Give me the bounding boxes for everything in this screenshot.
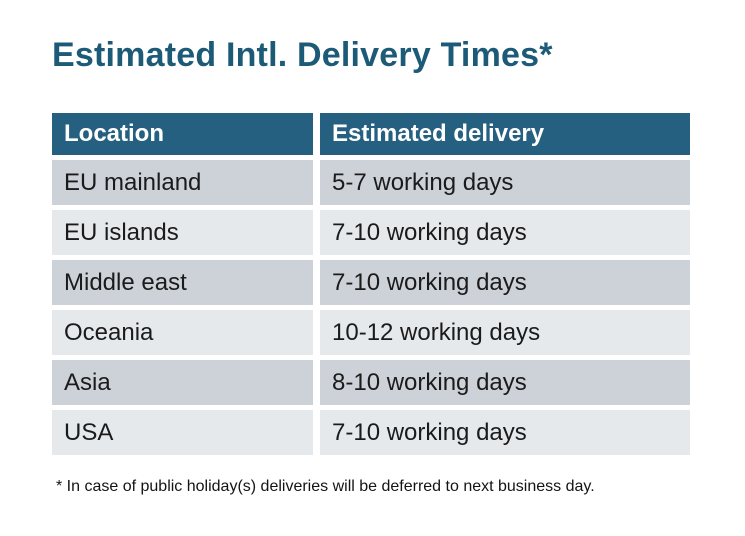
table-cell-delivery: 10-12 working days bbox=[320, 310, 690, 355]
table-cell-delivery: 8-10 working days bbox=[320, 360, 690, 405]
page-title: Estimated Intl. Delivery Times* bbox=[52, 36, 553, 74]
delivery-times-table: Location Estimated delivery EU mainland … bbox=[52, 113, 690, 455]
table-cell-location: EU islands bbox=[52, 210, 313, 255]
table-cell-location: Asia bbox=[52, 360, 313, 405]
table-cell-delivery: 7-10 working days bbox=[320, 410, 690, 455]
table-cell-location: USA bbox=[52, 410, 313, 455]
table-cell-location: Middle east bbox=[52, 260, 313, 305]
table-cell-delivery: 7-10 working days bbox=[320, 260, 690, 305]
column-header-estimated-delivery: Estimated delivery bbox=[320, 113, 690, 155]
table-cell-location: Oceania bbox=[52, 310, 313, 355]
footnote: * In case of public holiday(s) deliverie… bbox=[56, 478, 595, 495]
column-header-location: Location bbox=[52, 113, 313, 155]
table-cell-delivery: 5-7 working days bbox=[320, 160, 690, 205]
table-cell-location: EU mainland bbox=[52, 160, 313, 205]
table-cell-delivery: 7-10 working days bbox=[320, 210, 690, 255]
